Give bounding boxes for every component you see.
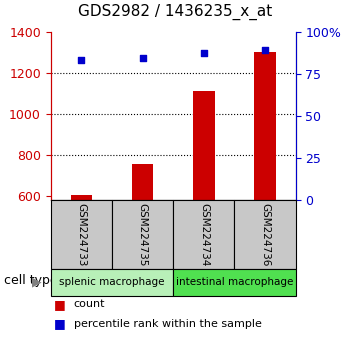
Bar <box>193 91 215 319</box>
Text: ▶: ▶ <box>32 276 42 289</box>
Text: GSM224736: GSM224736 <box>260 203 270 266</box>
Point <box>78 58 84 63</box>
Text: count: count <box>74 299 105 309</box>
Text: GSM224734: GSM224734 <box>199 203 209 266</box>
Bar <box>254 52 276 319</box>
Text: GSM224735: GSM224735 <box>138 203 148 266</box>
Point <box>140 55 146 61</box>
Bar <box>132 164 153 319</box>
Text: percentile rank within the sample: percentile rank within the sample <box>74 319 261 329</box>
Point <box>262 47 268 53</box>
Text: splenic macrophage: splenic macrophage <box>59 277 165 287</box>
Bar <box>71 195 92 319</box>
Text: GSM224733: GSM224733 <box>76 203 86 266</box>
Text: ■: ■ <box>54 318 66 330</box>
Text: cell type: cell type <box>4 274 57 287</box>
Point <box>201 50 206 56</box>
Text: intestinal macrophage: intestinal macrophage <box>176 277 293 287</box>
Text: GDS2982 / 1436235_x_at: GDS2982 / 1436235_x_at <box>78 4 272 21</box>
Text: ■: ■ <box>54 298 66 311</box>
